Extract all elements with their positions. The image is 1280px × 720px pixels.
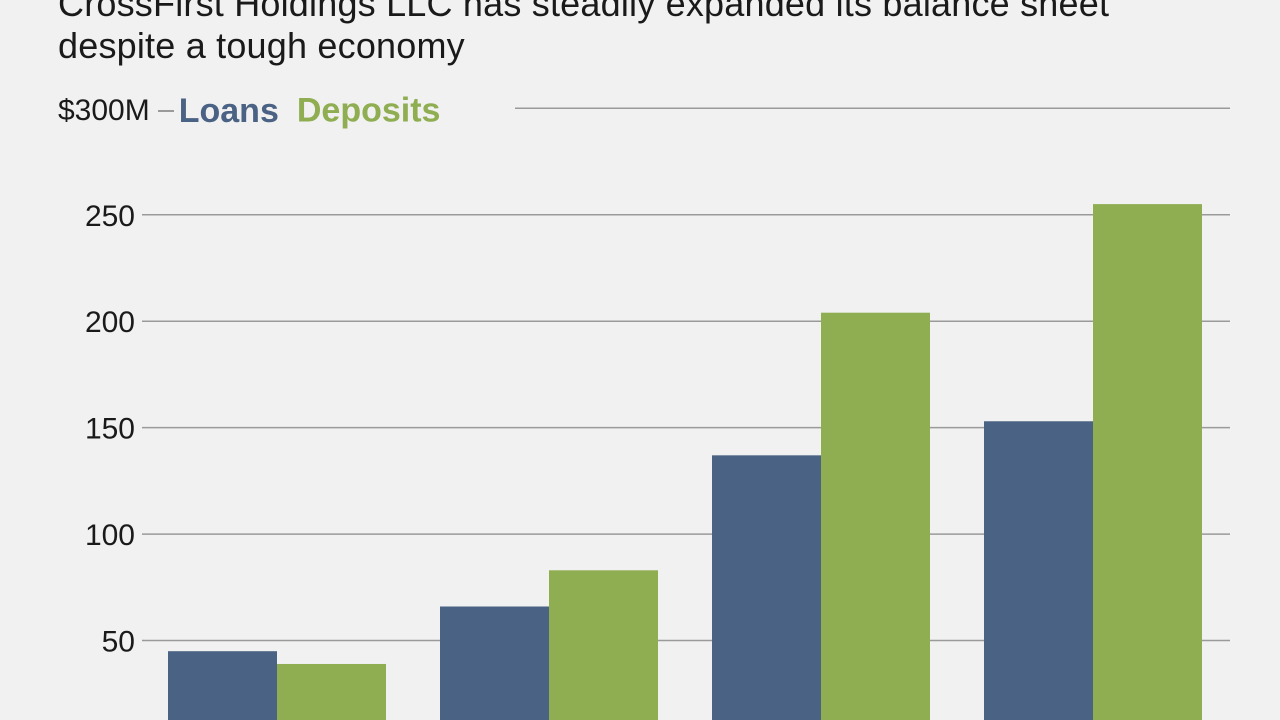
y-axis-top-label: $300M <box>58 94 150 128</box>
bar-loans <box>984 421 1093 720</box>
y-tick-label: 100 <box>85 519 135 552</box>
chart-subtitle-line-1: CrossFirst Holdings LLC has steadily exp… <box>58 0 1110 24</box>
chart-subtitle-line-2: despite a tough economy <box>58 25 465 66</box>
y-tick-label: 200 <box>85 306 135 339</box>
bar-deposits <box>277 663 386 720</box>
y-tick-label: 50 <box>102 626 135 659</box>
bar-deposits <box>1093 204 1202 720</box>
y-tick-label: 250 <box>85 200 135 233</box>
bar-loans <box>440 606 549 720</box>
legend: $300M Loans Deposits <box>58 90 440 130</box>
bar-loans <box>712 455 821 720</box>
legend-item-deposits: Deposits <box>296 91 441 130</box>
bar-loans <box>168 651 277 720</box>
legend-dash <box>157 110 174 113</box>
legend-item-loans: Loans <box>178 91 279 130</box>
bar-deposits <box>821 312 930 720</box>
bar-deposits <box>549 570 658 720</box>
y-tick-label: 150 <box>85 413 135 446</box>
